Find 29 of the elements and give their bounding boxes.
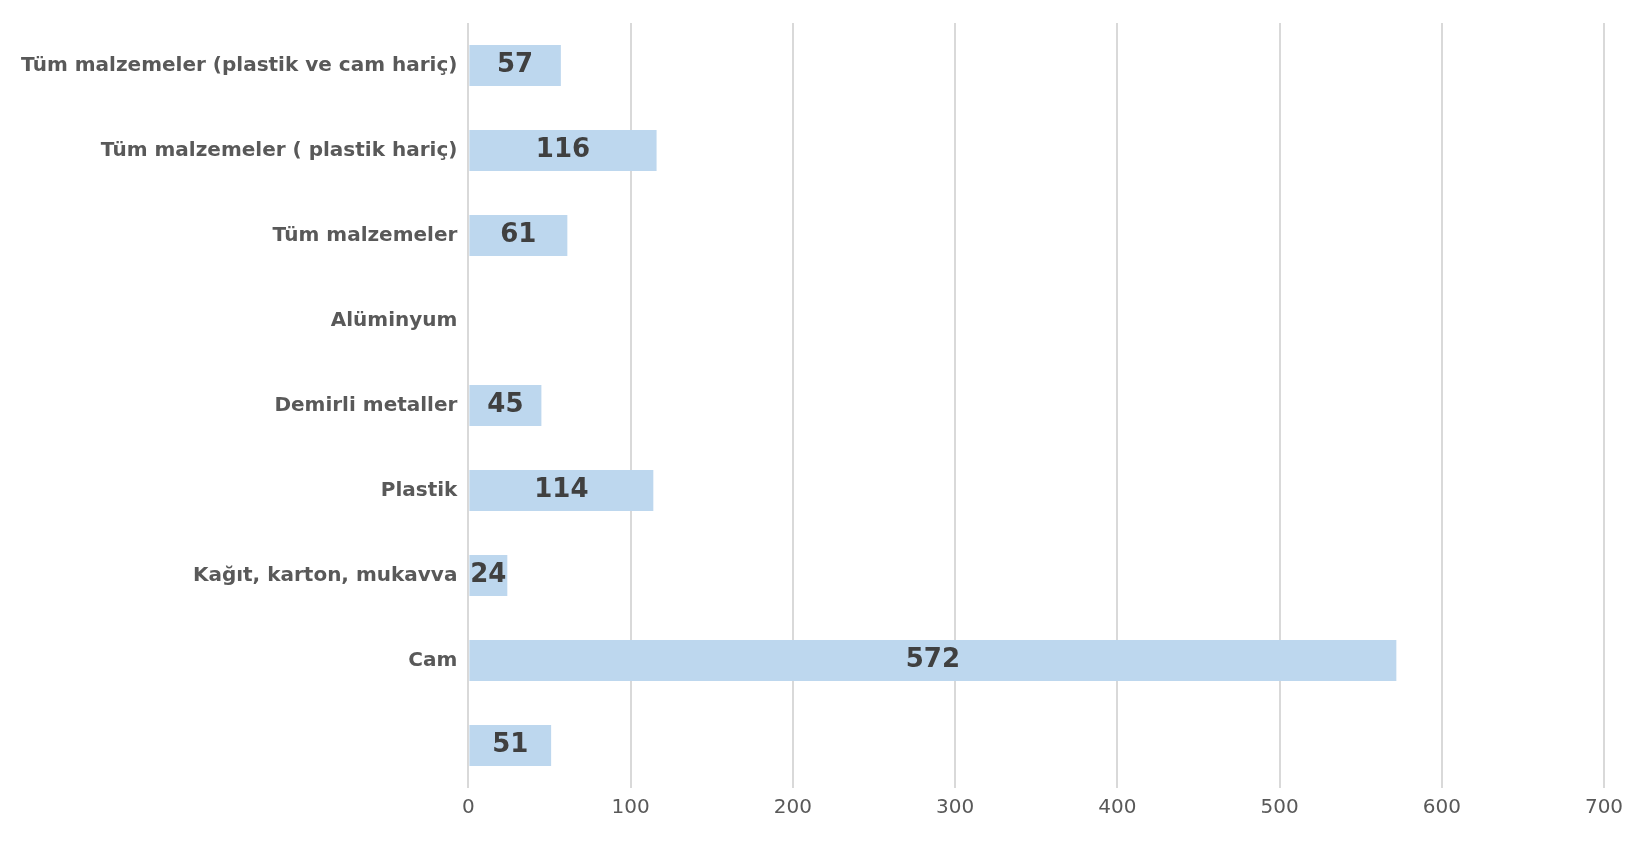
x-tick-label: 600 [1422,794,1461,819]
data-label: 24 [470,558,507,589]
y-tick-label: Tüm malzemeler ( plastik hariç) [100,136,458,161]
data-label: 572 [905,643,961,674]
y-tick-label: Alüminyum [330,306,458,331]
x-tick-label: 400 [1098,794,1137,819]
y-tick-label: Plastik [380,476,459,501]
x-tick-label: 700 [1584,794,1624,819]
x-tick-label: 100 [611,794,650,819]
bar [469,215,568,256]
y-tick-label: Tüm malzemeler (plastik ve cam hariç) [21,51,458,76]
bar [469,640,1397,681]
y-tick-label: Cam [408,646,458,671]
x-tick-label: 500 [1260,794,1299,819]
data-label: 116 [535,133,591,164]
data-label: 51 [492,728,529,759]
bar [469,45,561,86]
data-label: 61 [500,218,537,249]
x-tick-label: 0 [462,794,475,819]
data-label: 114 [534,473,589,504]
x-tick-label: 200 [773,794,812,819]
y-tick-label: Tüm malzemeler [272,221,458,246]
data-label: 57 [497,48,534,79]
y-tick-label: Demirli metaller [274,391,458,416]
bar [469,130,657,171]
x-tick-label: 300 [935,794,975,819]
y-tick-label: Kağıt, karton, mukavva [192,561,458,586]
bar [469,470,654,511]
data-label: 45 [487,388,524,419]
